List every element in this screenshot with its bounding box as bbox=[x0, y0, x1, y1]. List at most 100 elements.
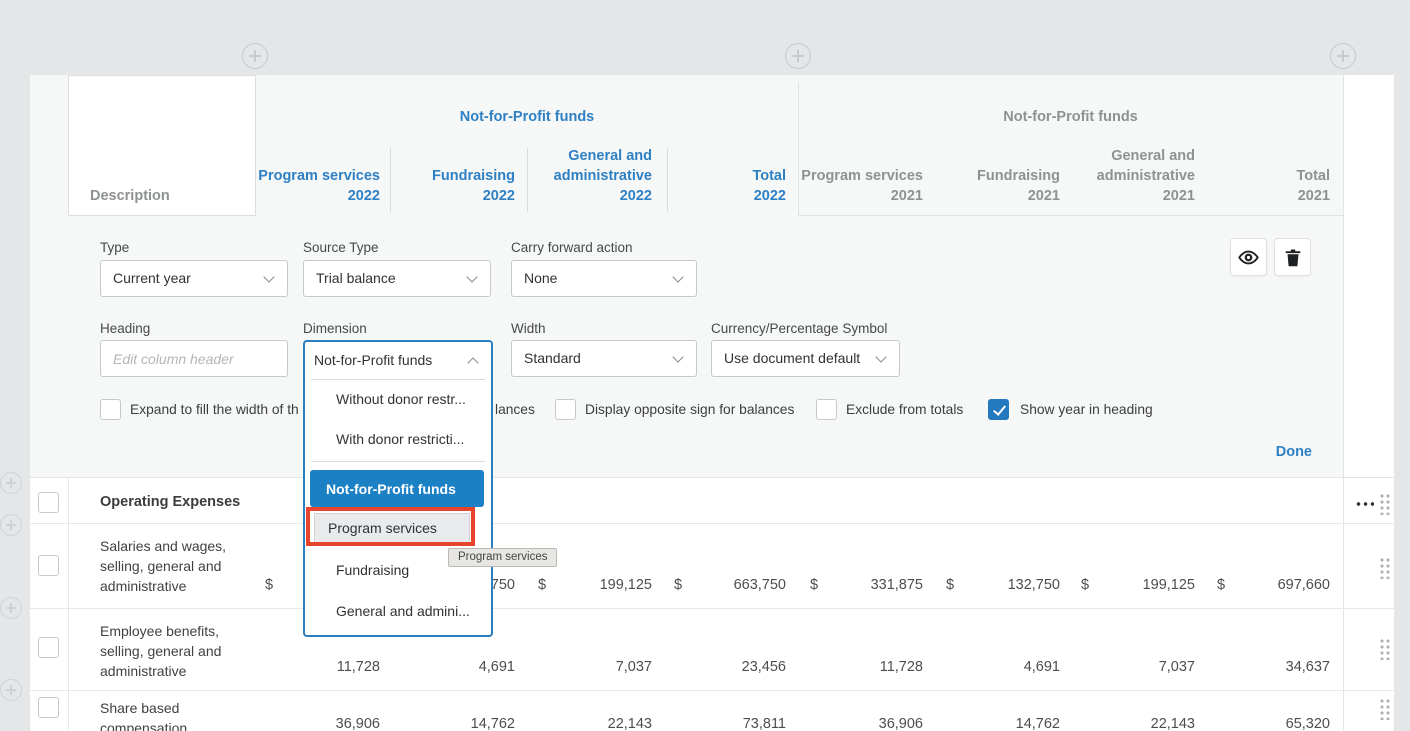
menu-item-general-admin[interactable]: General and admini... bbox=[336, 603, 470, 619]
description-column-header[interactable]: Description bbox=[68, 75, 256, 216]
carry-forward-select[interactable]: None bbox=[511, 260, 697, 297]
dimension-label: Dimension bbox=[303, 321, 367, 336]
row-divider bbox=[30, 523, 1394, 524]
source-type-select[interactable]: Trial balance bbox=[303, 260, 491, 297]
description-header-label: Description bbox=[90, 188, 170, 204]
row-description: Salaries and wages, selling, general and… bbox=[100, 538, 227, 594]
cell-value: 7,037 bbox=[1158, 659, 1195, 675]
cell-value: 23,456 bbox=[741, 659, 786, 675]
show-year-label: Show year in heading bbox=[1020, 402, 1153, 417]
opposite-sign-label: Display opposite sign for balances bbox=[585, 402, 795, 417]
cell-value: 34,637 bbox=[1285, 659, 1330, 675]
cell-value: 14,762 bbox=[1015, 716, 1060, 731]
source-type-label: Source Type bbox=[303, 240, 379, 255]
type-select[interactable]: Current year bbox=[100, 260, 288, 297]
group-header-2022: Not-for-Profit funds bbox=[459, 109, 595, 125]
cell-value: 199,125 bbox=[1142, 577, 1195, 593]
column-header-general-admin-2021[interactable]: General and administrative 2021 bbox=[1096, 148, 1195, 204]
menu-divider bbox=[311, 461, 485, 462]
column-header-program-services-2022[interactable]: Program services 2022 bbox=[258, 168, 380, 204]
carry-forward-select-value: None bbox=[524, 270, 558, 286]
carry-forward-label: Carry forward action bbox=[511, 240, 633, 255]
add-row-plus-icon[interactable] bbox=[0, 679, 22, 701]
cell-value: 36,906 bbox=[335, 716, 380, 731]
column-header-total-2021[interactable]: Total 2021 bbox=[1296, 168, 1330, 204]
heading-label: Heading bbox=[100, 321, 151, 336]
dimension-dropdown-open[interactable]: Not-for-Profit funds Without donor restr… bbox=[303, 340, 493, 637]
drag-handle-icon[interactable] bbox=[1378, 697, 1390, 720]
menu-item-not-for-profit-funds-selected[interactable]: Not-for-Profit funds bbox=[310, 470, 484, 507]
dimension-select-value: Not-for-Profit funds bbox=[314, 352, 433, 368]
ellipsis-icon[interactable] bbox=[1354, 500, 1374, 506]
column-header-general-admin-2022[interactable]: General and administrative 2022 bbox=[553, 148, 652, 204]
row-divider bbox=[30, 608, 1394, 609]
row-checkbox[interactable] bbox=[38, 697, 59, 718]
drag-handle-icon[interactable] bbox=[1378, 492, 1390, 515]
currency-symbol: $ bbox=[810, 577, 819, 593]
menu-item-with-donor[interactable]: With donor restricti... bbox=[336, 431, 465, 447]
table-row: Salaries and wages, selling, general and… bbox=[30, 523, 1343, 608]
menu-item-without-donor[interactable]: Without donor restr... bbox=[336, 391, 466, 407]
add-column-plus-icon[interactable] bbox=[242, 43, 268, 69]
visibility-button[interactable] bbox=[1230, 238, 1267, 276]
column-header-program-services-2021[interactable]: Program services 2021 bbox=[801, 168, 923, 204]
column-separator bbox=[390, 148, 391, 212]
expand-width-checkbox[interactable] bbox=[100, 399, 121, 420]
row-checkbox[interactable] bbox=[38, 555, 59, 576]
source-type-select-value: Trial balance bbox=[316, 270, 396, 286]
drag-handle-icon[interactable] bbox=[1378, 637, 1390, 660]
highlighted-item-label: Program services bbox=[328, 520, 437, 536]
row-actions-rail bbox=[1343, 75, 1394, 731]
chevron-down-icon bbox=[263, 271, 275, 283]
row-checkbox[interactable] bbox=[38, 637, 59, 658]
chevron-up-icon bbox=[467, 357, 479, 369]
cell-value: 22,143 bbox=[1150, 716, 1195, 731]
delete-column-button[interactable] bbox=[1274, 238, 1311, 276]
currency-symbol-select[interactable]: Use document default bbox=[711, 340, 900, 377]
add-column-plus-icon[interactable] bbox=[785, 43, 811, 69]
currency-symbol: $ bbox=[538, 577, 547, 593]
width-select[interactable]: Standard bbox=[511, 340, 697, 377]
cell-value: 11,728 bbox=[879, 659, 923, 675]
tooltip: Program services bbox=[448, 548, 558, 567]
cell-value: 4,691 bbox=[1023, 659, 1060, 675]
cell-value: 14,762 bbox=[470, 716, 515, 731]
menu-item-fundraising[interactable]: Fundraising bbox=[336, 562, 410, 578]
add-row-plus-icon[interactable] bbox=[0, 472, 22, 494]
currency-symbol: $ bbox=[674, 577, 683, 593]
chevron-down-icon bbox=[875, 351, 887, 363]
eye-icon bbox=[1238, 250, 1259, 264]
column-header-fundraising-2022[interactable]: Fundraising 2022 bbox=[432, 168, 515, 204]
currency-symbol: $ bbox=[265, 577, 274, 593]
row-checkbox[interactable] bbox=[38, 492, 59, 513]
done-button[interactable]: Done bbox=[1275, 444, 1312, 460]
table-row: Share based compensation 36,906 14,762 2… bbox=[30, 690, 1343, 731]
add-column-plus-icon[interactable] bbox=[1330, 43, 1356, 69]
add-row-plus-icon[interactable] bbox=[0, 514, 22, 536]
cell-value: 331,875 bbox=[870, 577, 923, 593]
cell-value: 199,125 bbox=[599, 577, 652, 593]
column-header-total-2022[interactable]: Total 2022 bbox=[752, 168, 786, 204]
width-label: Width bbox=[511, 321, 546, 336]
exclude-totals-checkbox[interactable] bbox=[816, 399, 837, 420]
group-header-2021: Not-for-Profit funds bbox=[1003, 109, 1138, 125]
trash-icon bbox=[1285, 248, 1300, 266]
type-label: Type bbox=[100, 240, 130, 255]
add-row-plus-icon[interactable] bbox=[0, 597, 22, 619]
drag-handle-icon[interactable] bbox=[1378, 556, 1390, 579]
currency-symbol-select-value: Use document default bbox=[724, 350, 861, 366]
column-separator bbox=[667, 148, 668, 212]
cell-value: 73,811 bbox=[742, 716, 786, 731]
group-divider bbox=[798, 82, 799, 216]
column-header-fundraising-2021[interactable]: Fundraising 2021 bbox=[977, 168, 1060, 204]
table-rows-background bbox=[30, 477, 1343, 731]
panel-bottom-border bbox=[30, 477, 1394, 478]
cell-value: 36,906 bbox=[878, 716, 923, 731]
cell-value: 132,750 bbox=[1007, 577, 1060, 593]
opposite-sign-checkbox[interactable] bbox=[555, 399, 576, 420]
heading-input[interactable] bbox=[100, 340, 288, 377]
show-year-checkbox[interactable] bbox=[988, 399, 1009, 420]
menu-item-program-services[interactable]: Program services bbox=[314, 513, 470, 543]
chevron-down-icon bbox=[466, 271, 478, 283]
cell-value: 22,143 bbox=[607, 716, 652, 731]
